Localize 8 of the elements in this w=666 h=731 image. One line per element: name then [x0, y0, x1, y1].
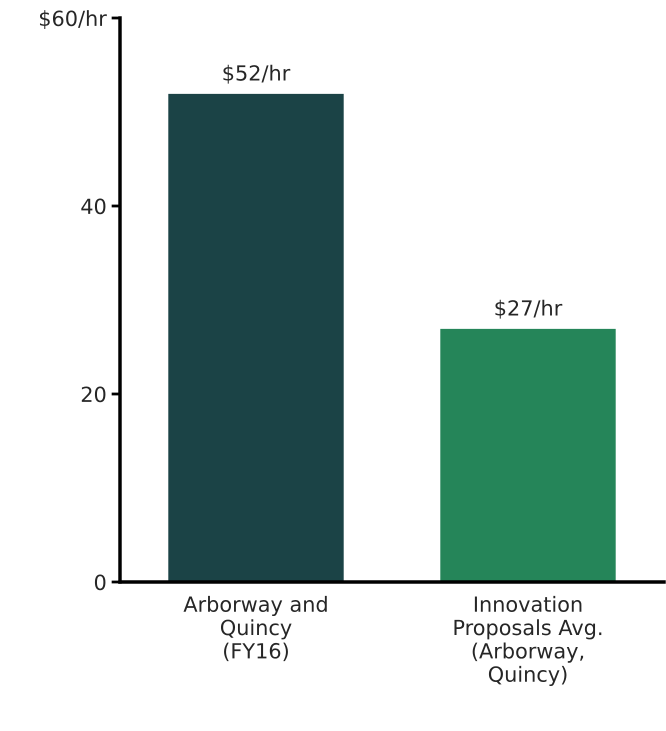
x-tick-label: Innovation Proposals Avg. (Arborway, Quincy) [454, 596, 602, 686]
y-tick-label: 20 [82, 386, 106, 402]
data-label: $27/hr [495, 300, 562, 319]
y-tick-label: 40 [81, 198, 106, 214]
y-tick-label: $60/hr [40, 10, 107, 29]
x-tick-label: Arborway and Quincy (FY16) [184, 596, 327, 662]
data-label: $52/hr [223, 64, 290, 84]
y-tick-label: 0 [94, 574, 106, 590]
